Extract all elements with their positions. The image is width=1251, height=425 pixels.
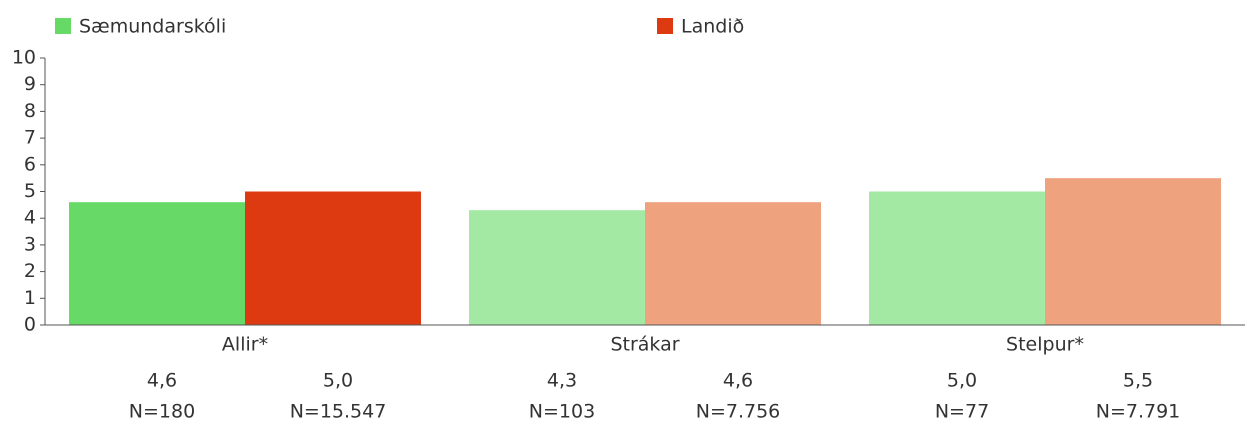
y-tick-label: 10	[12, 47, 36, 69]
y-tick-label: 2	[24, 260, 36, 282]
bar	[469, 210, 645, 325]
value-label: 5,0	[323, 370, 353, 392]
value-label: 4,3	[547, 370, 577, 392]
y-tick-label: 8	[24, 100, 36, 122]
value-label: 5,0	[947, 370, 977, 392]
y-tick-label: 4	[24, 207, 36, 229]
legend-swatch	[55, 18, 71, 34]
y-tick-label: 9	[24, 73, 36, 95]
y-tick-label: 1	[24, 287, 36, 309]
n-label: N=7.756	[696, 401, 781, 423]
n-label: N=103	[529, 401, 595, 423]
y-tick-label: 6	[24, 153, 36, 175]
bar	[869, 191, 1045, 325]
value-label: 4,6	[723, 370, 753, 392]
n-label: N=15.547	[290, 401, 387, 423]
y-tick-label: 0	[24, 314, 36, 336]
value-label: 4,6	[147, 370, 177, 392]
bar	[245, 191, 421, 325]
legend-swatch	[657, 18, 673, 34]
n-label: N=77	[935, 401, 989, 423]
x-tick-label: Stelpur*	[1006, 334, 1084, 356]
legend-label: Landið	[681, 16, 744, 38]
bar	[69, 202, 245, 325]
x-tick-label: Allir*	[222, 334, 268, 356]
n-label: N=7.791	[1096, 401, 1181, 423]
legend-label: Sæmundarskóli	[79, 16, 226, 38]
bar	[1045, 178, 1221, 325]
x-tick-label: Strákar	[610, 334, 679, 356]
value-label: 5,5	[1123, 370, 1153, 392]
bar	[645, 202, 821, 325]
y-tick-label: 3	[24, 233, 36, 255]
y-tick-label: 7	[24, 127, 36, 149]
y-tick-label: 5	[24, 180, 36, 202]
n-label: N=180	[129, 401, 195, 423]
